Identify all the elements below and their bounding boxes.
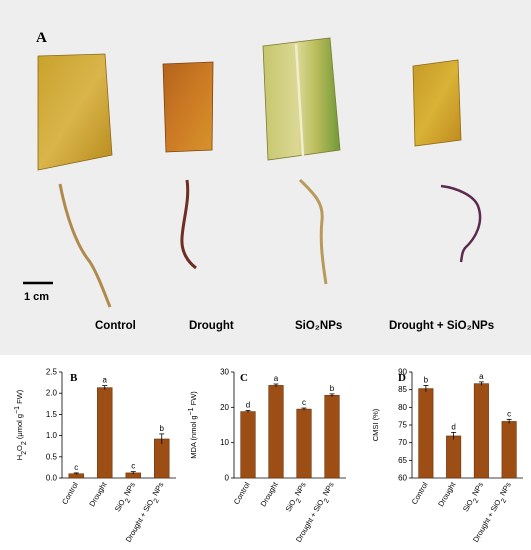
bar	[97, 387, 113, 479]
y-tick-label: 2.5	[46, 368, 58, 377]
y-tick-label: 2.0	[46, 389, 58, 398]
panel-a-letter: A	[36, 30, 47, 46]
significance-letter: a	[479, 372, 484, 381]
y-tick-label: 30	[220, 368, 229, 377]
x-tick-label: Control	[60, 480, 80, 506]
x-tick-label: SiO2 NPs	[461, 480, 488, 515]
x-tick-label: SiO2 NPs	[113, 480, 140, 515]
treatment-label-drought-sio2nps: Drought + SiO₂NPs	[389, 320, 495, 332]
leaf-sio2nps	[262, 37, 341, 161]
y-tick-label: 75	[398, 421, 407, 430]
significance-letter: d	[246, 401, 250, 410]
leaf-control	[37, 53, 113, 171]
significance-letter: c	[131, 462, 135, 471]
significance-letter: a	[103, 376, 108, 385]
significance-letter: d	[451, 422, 455, 431]
y-tick-label: 65	[398, 456, 407, 465]
root-control	[58, 183, 112, 308]
treatment-label-sio2nps: SiO₂NPs	[295, 320, 343, 332]
chart-c: 0 10 20 30 MDA (nmol g−1 FW) Cd Control a Drough…	[188, 368, 346, 546]
y-axis-title: MDA (nmol g−1 FW)	[188, 391, 199, 459]
leaf-drought	[162, 61, 214, 153]
y-tick-label: 70	[398, 438, 407, 447]
bar	[501, 421, 517, 479]
significance-letter: b	[424, 375, 429, 384]
x-tick-label: Control	[232, 480, 252, 506]
y-tick-label: 60	[398, 474, 407, 483]
panel-b-letter: B	[70, 372, 78, 384]
x-tick-label: Drought	[87, 480, 109, 508]
x-tick-label: Control	[410, 480, 430, 506]
y-axis-title: H2O2 (μmol g−1 FW)	[14, 389, 28, 460]
specimen-photos	[23, 37, 482, 308]
y-tick-label: 0.5	[46, 452, 58, 461]
leaf-drought-sio2nps	[412, 59, 462, 147]
bar	[268, 385, 284, 479]
bar	[418, 388, 434, 479]
significance-letter: c	[74, 463, 78, 472]
bar	[296, 408, 312, 479]
y-tick-label: 0.0	[46, 474, 58, 483]
y-tick-label: 90	[398, 368, 407, 377]
bar-charts: 0.0 0.5 1.0 1.5 2.0 2.5 H2O2 (μmol g−1 FW) Bc Co…	[14, 368, 523, 546]
y-tick-label: 20	[220, 403, 229, 412]
root-drought-sio2nps	[440, 184, 482, 263]
treatment-label-drought: Drought	[189, 320, 234, 332]
bar	[240, 411, 256, 479]
y-axis-title: CMSI (%)	[371, 408, 380, 441]
y-tick-label: 10	[220, 438, 229, 447]
x-tick-label: Drought	[436, 480, 458, 508]
bar	[324, 395, 340, 479]
x-tick-label: Drought	[259, 480, 281, 508]
y-tick-label: 80	[398, 403, 407, 412]
x-tick-label: SiO2 NPs	[284, 480, 311, 515]
scale-bar-label: 1 cm	[24, 291, 50, 303]
y-tick-label: 1.5	[46, 410, 58, 419]
chart-d: 60 65 70 75 80 85 90 CMSI (%) D b Control d Drought a…	[371, 368, 523, 546]
y-tick-label: 1.0	[46, 431, 58, 440]
y-tick-label: 85	[398, 385, 407, 394]
bar	[473, 383, 489, 479]
significance-letter: b	[330, 384, 335, 393]
chart-b: 0.0 0.5 1.0 1.5 2.0 2.5 H2O2 (μmol g−1 FW) Bc Co…	[14, 368, 176, 546]
significance-letter: b	[160, 424, 165, 433]
root-drought	[180, 179, 197, 270]
root-sio2nps	[298, 178, 328, 285]
significance-letter: c	[302, 398, 306, 407]
significance-letter: c	[507, 409, 511, 418]
y-tick-label: 0	[225, 474, 230, 483]
treatment-label-control: Control	[95, 320, 136, 332]
panel-c-letter: C	[240, 372, 248, 384]
panel-d-letter: D	[398, 372, 406, 384]
photo-panel: A 1 cm Control Drou	[0, 0, 531, 355]
bar	[154, 438, 170, 479]
significance-letter: a	[274, 374, 279, 383]
bar	[446, 435, 462, 479]
